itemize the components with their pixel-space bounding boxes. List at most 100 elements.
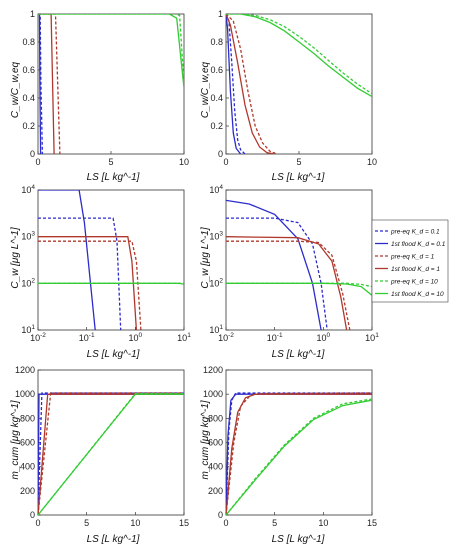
x-tick-label: 10 bbox=[367, 157, 377, 167]
y-label-row1-left: C_w/C_w,eq bbox=[10, 61, 21, 118]
series-line-red-solid bbox=[226, 236, 348, 330]
y-tick-label: 1000 bbox=[15, 389, 35, 399]
series-line-blue-dashed bbox=[226, 217, 328, 330]
series-line-blue-solid bbox=[226, 199, 322, 330]
x-tick-label: 15 bbox=[367, 518, 377, 528]
x-tick-label: 10-1 bbox=[79, 332, 95, 343]
x-tick-label: 5 bbox=[84, 518, 89, 528]
y-tick-label: 1 bbox=[218, 9, 223, 19]
series-line-green-solid bbox=[38, 282, 184, 286]
y-tick-label: 800 bbox=[20, 413, 35, 423]
y-tick-label: 400 bbox=[208, 462, 223, 472]
panels-group: 0 5 1000.20.40.60.810 5 1000.20.40.60.8110-2… bbox=[15, 9, 379, 528]
panel-3: 10-2 10-1 100 101 101 102 103 104 bbox=[21, 184, 191, 343]
legend-box bbox=[371, 219, 449, 303]
legend: pre-eq K_d = 0.1 1st flood K_d = 0.1 pre-e… bbox=[371, 219, 449, 303]
y-tick-label: 0 bbox=[218, 510, 223, 520]
y-tick-label: 200 bbox=[208, 486, 223, 496]
y-tick-label: 0.8 bbox=[210, 37, 223, 47]
series-line-red-solid bbox=[38, 14, 55, 154]
x-tick-label: 10 bbox=[179, 157, 189, 167]
y-tick-label: 1000 bbox=[203, 389, 223, 399]
x-tick-label: 0 bbox=[223, 157, 228, 167]
x-tick-label: 0 bbox=[35, 518, 40, 528]
x-tick-label: 100 bbox=[129, 332, 143, 343]
series-line-red-solid bbox=[38, 236, 138, 330]
y-tick-label: 101 bbox=[21, 324, 35, 335]
x-label-row3-left: LS [L kg^-1] bbox=[87, 534, 140, 545]
y-tick-label: 200 bbox=[20, 486, 35, 496]
x-tick-label: 10 bbox=[130, 518, 140, 528]
series-line-green-solid bbox=[38, 14, 184, 89]
series-line-red-dashed bbox=[38, 14, 61, 154]
x-tick-label: 10-2 bbox=[30, 332, 46, 343]
series-line-green-dashed bbox=[226, 398, 372, 515]
x-tick-label: 0 bbox=[35, 157, 40, 167]
x-label-row2-right: LS [L kg^-1] bbox=[272, 349, 325, 360]
y-tick-label: 800 bbox=[208, 413, 223, 423]
series-line-red-dashed bbox=[226, 14, 278, 154]
series-line-green-solid bbox=[226, 282, 372, 296]
y-tick-label: 1200 bbox=[15, 365, 35, 375]
series-line-red-dashed bbox=[38, 240, 142, 330]
y-label-row2-right: C_w [μg L^-1] bbox=[200, 227, 211, 289]
plot-area-3 bbox=[37, 189, 185, 331]
y-tick-label: 0.8 bbox=[22, 37, 35, 47]
panel-6: 0 5 10 15 0 200 400 600 800 1000 1200 bbox=[203, 365, 377, 528]
y-label-row3-left: m_cum [μg kg^-1] bbox=[10, 400, 21, 479]
y-tick-label: 104 bbox=[21, 184, 35, 195]
y-tick-label: 0.6 bbox=[22, 65, 35, 75]
x-tick-label: 10-1 bbox=[267, 332, 283, 343]
legend-label: 1st flood K_d = 10 bbox=[391, 291, 444, 298]
series-line-green-solid bbox=[226, 14, 372, 98]
series-line-blue-solid bbox=[38, 190, 96, 330]
x-tick-label: 101 bbox=[177, 332, 191, 343]
panel-2: 0 5 10 0 0.2 0.4 0.6 0.8 1 bbox=[210, 9, 377, 167]
x-label-row3-right: LS [L kg^-1] bbox=[272, 534, 325, 545]
series-line-red-dashed bbox=[38, 392, 184, 515]
y-tick-label: 0 bbox=[30, 510, 35, 520]
series-line-red-dashed bbox=[226, 240, 351, 330]
x-tick-label: 100 bbox=[317, 332, 331, 343]
x-tick-label: 5 bbox=[272, 518, 277, 528]
x-tick-label: 10 bbox=[318, 518, 328, 528]
y-label-row2-left: C_w [μg L^-1] bbox=[10, 227, 21, 289]
y-tick-label: 600 bbox=[208, 438, 223, 448]
y-tick-label: 104 bbox=[209, 184, 223, 195]
series-line-blue-solid bbox=[226, 14, 242, 154]
panel-5: 0 5 10 15 0 200 400 600 800 1000 1200 bbox=[15, 365, 189, 528]
y-tick-label: 0 bbox=[218, 149, 223, 159]
y-tick-label: 0.2 bbox=[22, 121, 35, 131]
series-line-green-solid bbox=[226, 399, 372, 515]
plot-area-2 bbox=[225, 13, 373, 155]
series-line-green-dashed bbox=[226, 14, 372, 95]
plot-area-1 bbox=[37, 13, 185, 155]
plot-area-5 bbox=[37, 369, 185, 516]
series-line-blue-dashed bbox=[38, 217, 122, 330]
legend-label: pre-eq K_d = 0.1 bbox=[390, 229, 440, 236]
x-tick-label: 15 bbox=[179, 518, 189, 528]
legend-label: 1st flood K_d = 0.1 bbox=[391, 241, 446, 248]
y-label-row3-right: m_cum [μg kg^-1] bbox=[200, 400, 211, 479]
plot-area-4 bbox=[225, 189, 373, 331]
series-line-red-dashed bbox=[226, 392, 372, 515]
y-tick-label: 102 bbox=[21, 277, 35, 288]
x-label-row1-right: LS [L kg^-1] bbox=[272, 172, 325, 183]
series-line-green-dashed bbox=[226, 282, 372, 288]
y-tick-label: 400 bbox=[20, 462, 35, 472]
y-tick-label: 1200 bbox=[203, 365, 223, 375]
y-tick-label: 0.4 bbox=[210, 93, 223, 103]
x-tick-label: 5 bbox=[296, 157, 301, 167]
x-label-row1-left: LS [L kg^-1] bbox=[87, 172, 140, 183]
y-tick-label: 0.6 bbox=[210, 65, 223, 75]
y-label-row1-right: C_w/C_w,eq bbox=[200, 61, 211, 118]
y-tick-label: 0 bbox=[30, 149, 35, 159]
y-tick-label: 0.4 bbox=[22, 93, 35, 103]
x-label-row2-left: LS [L kg^-1] bbox=[87, 349, 140, 360]
legend-label: pre-eq K_d = 10 bbox=[390, 279, 438, 286]
y-tick-label: 103 bbox=[209, 231, 223, 242]
series-line-green-solid bbox=[38, 393, 184, 515]
y-tick-label: 103 bbox=[21, 231, 35, 242]
legend-label: 1st flood K_d = 1 bbox=[391, 266, 440, 273]
